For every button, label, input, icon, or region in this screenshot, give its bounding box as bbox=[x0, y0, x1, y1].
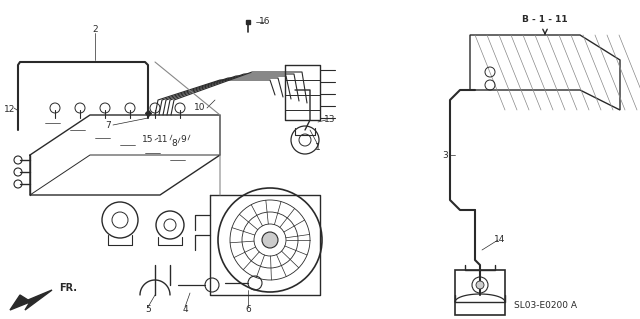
Text: SL03-E0200 A: SL03-E0200 A bbox=[513, 300, 577, 309]
Text: 5: 5 bbox=[145, 306, 151, 315]
Polygon shape bbox=[10, 290, 52, 310]
Text: 3: 3 bbox=[442, 151, 448, 160]
Text: 10: 10 bbox=[195, 103, 205, 113]
Text: 15: 15 bbox=[142, 136, 154, 145]
Text: 11: 11 bbox=[157, 136, 169, 145]
Bar bbox=[455, 270, 505, 315]
Text: 4: 4 bbox=[182, 306, 188, 315]
Text: 8: 8 bbox=[171, 138, 177, 147]
Text: 9: 9 bbox=[180, 136, 186, 145]
Text: 2: 2 bbox=[92, 26, 98, 34]
Text: 13: 13 bbox=[324, 115, 336, 124]
Polygon shape bbox=[470, 35, 620, 110]
Text: 12: 12 bbox=[4, 106, 16, 115]
Circle shape bbox=[476, 281, 484, 289]
Circle shape bbox=[262, 232, 278, 248]
Text: B - 1 - 11: B - 1 - 11 bbox=[522, 16, 568, 25]
Text: FR.: FR. bbox=[59, 283, 77, 293]
Text: 14: 14 bbox=[494, 235, 506, 244]
Text: 7: 7 bbox=[105, 121, 111, 130]
Text: 6: 6 bbox=[245, 306, 251, 315]
Text: 16: 16 bbox=[259, 18, 271, 26]
Text: 1: 1 bbox=[315, 144, 321, 152]
